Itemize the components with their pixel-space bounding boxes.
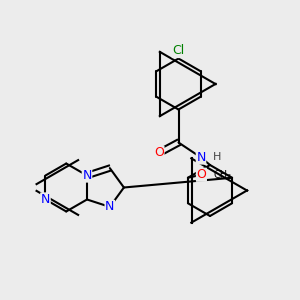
Text: O: O	[196, 168, 206, 181]
Text: Cl: Cl	[172, 44, 184, 58]
Text: O: O	[154, 146, 164, 160]
Text: N: N	[82, 169, 92, 182]
Text: H: H	[213, 152, 221, 163]
Text: N: N	[105, 200, 115, 213]
Text: N: N	[196, 151, 206, 164]
Text: N: N	[41, 193, 50, 206]
Text: CH₃: CH₃	[213, 170, 232, 180]
